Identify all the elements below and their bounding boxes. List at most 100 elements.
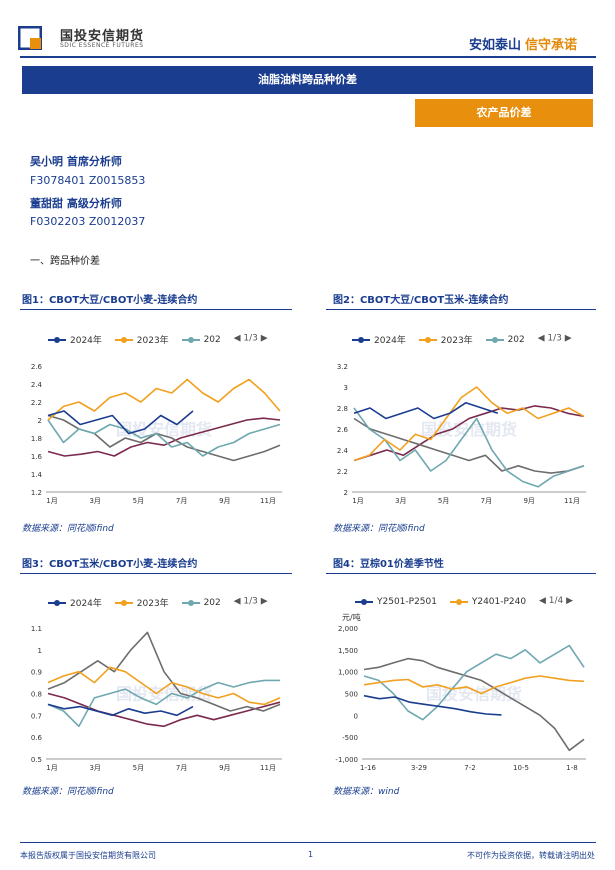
y-tick-label: 0 xyxy=(354,712,358,720)
slogan-part-1: 安如泰山 xyxy=(468,38,521,53)
figure-4-title: 图4：豆棕01价差季节性 xyxy=(333,559,444,570)
y-tick-label: 1,500 xyxy=(338,647,358,655)
series-line xyxy=(353,417,585,474)
legend-item[interactable]: 2024年 xyxy=(48,333,102,346)
watermark: 国投安信期货 xyxy=(426,685,522,704)
legend-marker-icon xyxy=(485,336,504,343)
legend-item[interactable]: 202 xyxy=(181,334,221,345)
y-tick-label: 0.9 xyxy=(31,669,42,677)
x-tick-label: 1月 xyxy=(46,497,57,505)
x-tick-label: 9月 xyxy=(219,764,230,772)
x-tick-label: 3月 xyxy=(89,497,100,505)
legend-marker-icon xyxy=(114,336,133,343)
series-line xyxy=(47,666,281,706)
figure-3-title: 图3：CBOT玉米/CBOT小麦-连续合约 xyxy=(22,559,198,570)
footer-copyright: 本报告版权属于国投安信期货有限公司 xyxy=(20,851,156,860)
category-tag: 农产品价差 xyxy=(415,99,593,127)
y-tick-label: 2.6 xyxy=(337,426,349,434)
legend-item[interactable]: 202 xyxy=(181,598,221,608)
figure-1-source: 数据来源：同花顺ifind xyxy=(22,524,114,534)
legend-next-icon[interactable]: ▶ xyxy=(260,333,268,344)
legend-label: 202 xyxy=(507,334,525,345)
series-line xyxy=(47,679,280,728)
series-line xyxy=(47,631,281,712)
figure-3-chart: 1.1 1 0.9 0.8 0.7 0.6 0.5 1月 3月 5月 7月 9月 11月 国投安信期货 xyxy=(31,625,282,772)
x-tick-label: 3-29 xyxy=(411,764,427,772)
legend-label: 2023年 xyxy=(440,336,473,346)
x-tick-label: 9月 xyxy=(523,497,534,505)
x-tick-label: 10-5 xyxy=(513,764,529,772)
header-divider xyxy=(20,56,596,58)
x-tick-label: 5月 xyxy=(438,497,449,505)
figure-4-legend: Y2501-P2501 Y2401-P240 ◀ 1/4 ▶ xyxy=(355,596,573,607)
legend-item[interactable]: 2023年 xyxy=(114,596,169,609)
x-tick-label: 11月 xyxy=(260,497,276,505)
legend-label: 202 xyxy=(203,334,221,345)
y-tick-label: 1.4 xyxy=(31,471,43,479)
x-tick-label: 5月 xyxy=(133,497,144,505)
analyst-1-license: F3078401 Z0015853 xyxy=(30,174,146,187)
footer-divider xyxy=(20,842,596,843)
x-tick-label: 7-2 xyxy=(464,764,475,772)
figure-4-rule xyxy=(326,573,596,574)
legend-marker-icon xyxy=(48,336,66,343)
analyst-2-license: F0302203 Z0012037 xyxy=(30,215,146,228)
legend-label: Y2501-P2501 xyxy=(377,597,437,607)
legend-prev-icon[interactable]: ◀ xyxy=(537,333,545,344)
y-tick-label: 0.5 xyxy=(31,756,42,764)
series-line xyxy=(353,401,499,420)
legend-label: 2024年 xyxy=(70,599,102,609)
series-line xyxy=(47,703,194,717)
slogan-part-2: 信守承诺 xyxy=(524,38,577,53)
y-tick-label: 1.8 xyxy=(31,435,42,443)
legend-prev-icon[interactable]: ◀ xyxy=(233,596,241,607)
y-tick-label: 1,000 xyxy=(338,669,358,677)
y-tick-label: 2.8 xyxy=(337,405,348,413)
legend-item[interactable]: 202 xyxy=(485,334,525,345)
legend-item[interactable]: 2024年 xyxy=(352,333,406,346)
legend-next-icon[interactable]: ▶ xyxy=(566,596,574,606)
figure-4-unit: 元/吨 xyxy=(342,613,361,622)
analyst-1-name: 吴小明 首席分析师 xyxy=(30,155,122,168)
y-tick-label: 1 xyxy=(38,647,42,655)
legend-item[interactable]: Y2401-P240 xyxy=(449,597,527,607)
x-tick-label: 7月 xyxy=(176,764,187,772)
legend-item[interactable]: 2024年 xyxy=(48,596,102,609)
legend-prev-icon[interactable]: ◀ xyxy=(539,596,546,606)
legend-next-icon[interactable]: ▶ xyxy=(260,596,268,607)
figure-2-source: 数据来源：同花顺ifind xyxy=(333,524,425,534)
legend-marker-icon xyxy=(418,336,437,343)
legend-marker-icon xyxy=(355,599,373,605)
legend-item[interactable]: Y2501-P2501 xyxy=(355,597,437,607)
x-tick-label: 1月 xyxy=(352,497,363,505)
series-line xyxy=(47,410,194,435)
legend-prev-icon[interactable]: ◀ xyxy=(233,333,241,344)
company-name-en: SDIC ESSENCE FUTURES xyxy=(60,42,144,49)
figure-1-rule xyxy=(20,309,292,310)
legend-label: 2024年 xyxy=(70,336,102,346)
y-tick-label: 500 xyxy=(345,691,358,699)
y-tick-label: 2.2 xyxy=(337,468,348,476)
y-tick-label: 2.4 xyxy=(31,381,43,389)
x-tick-label: 1月 xyxy=(46,764,57,772)
legend-next-icon[interactable]: ▶ xyxy=(564,333,572,344)
y-tick-label: 0.7 xyxy=(31,712,42,720)
company-name: 国投安信期货 xyxy=(60,29,145,44)
y-tick-label: 2.2 xyxy=(31,399,42,407)
figure-1-chart: 2.6 2.4 2.2 2 1.8 1.6 1.4 1.2 1月 3月 5月 7月 9月 11月 国投安信期… xyxy=(31,363,282,505)
legend-item[interactable]: 2023年 xyxy=(418,333,473,346)
figure-3-legend: 2024年 2023年 202 ◀ 1/3 ▶ xyxy=(48,596,268,609)
y-tick-label: 2,000 xyxy=(338,625,358,633)
y-tick-label: 1.2 xyxy=(31,489,42,497)
x-tick-label: 1-16 xyxy=(360,764,376,772)
x-tick-label: 11月 xyxy=(564,497,580,505)
series-line xyxy=(47,417,281,457)
legend-label: Y2401-P240 xyxy=(471,597,527,607)
page-number: 1 xyxy=(308,850,314,859)
company-logo xyxy=(18,26,42,50)
legend-item[interactable]: 2023年 xyxy=(114,333,169,346)
series-line xyxy=(363,657,585,752)
legend-page: 1/4 xyxy=(548,596,564,606)
figure-2-legend: 2024年 2023年 202 ◀ 1/3 ▶ xyxy=(352,333,572,346)
y-tick-label: 2.6 xyxy=(31,363,43,371)
